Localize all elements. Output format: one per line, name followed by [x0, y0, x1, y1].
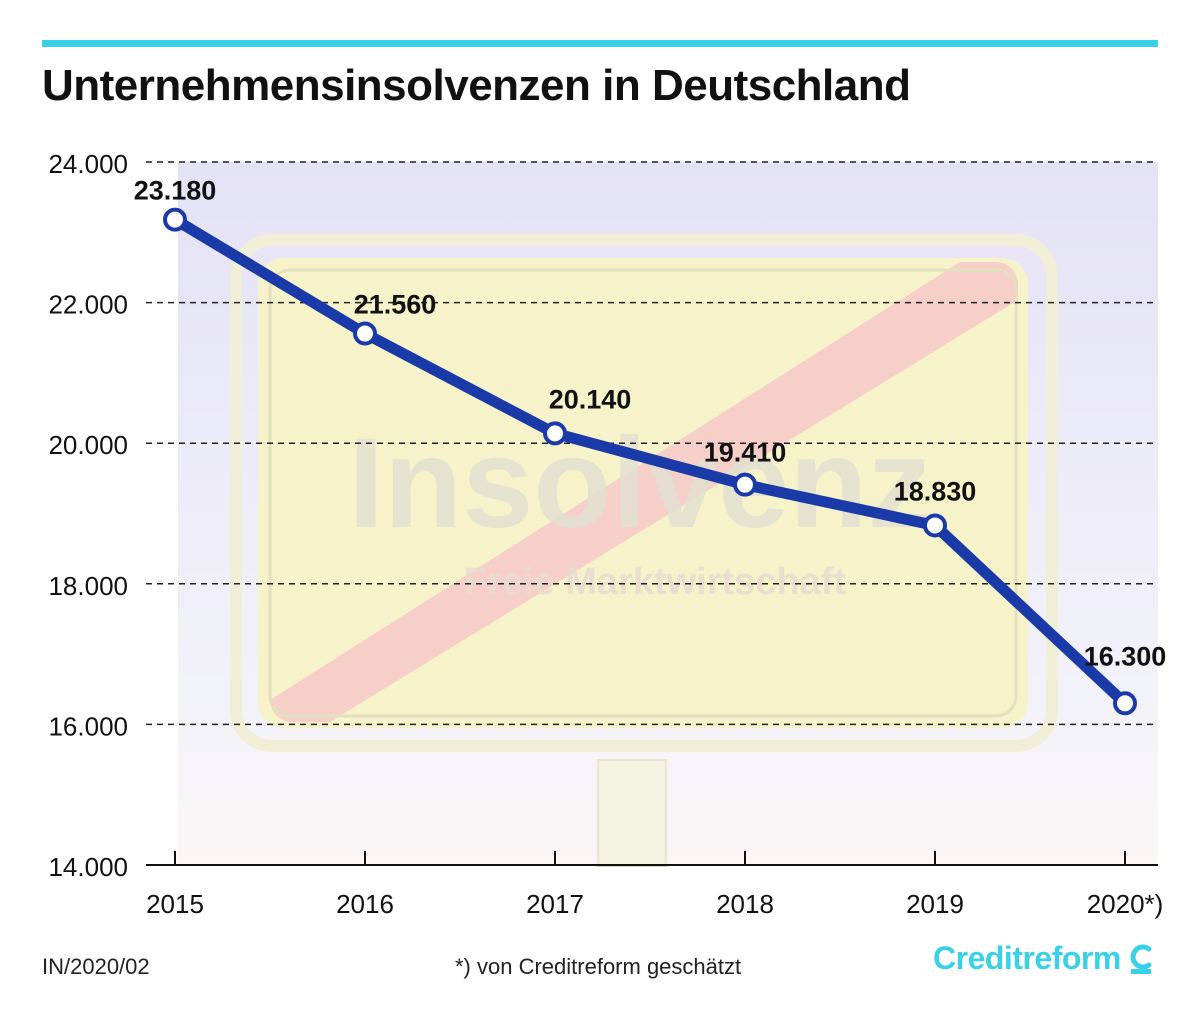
data-label: 18.830: [894, 476, 977, 506]
y-axis: 14.000 16.000 18.000 20.000 22.000 24.000: [48, 149, 128, 882]
y-tick-label: 24.000: [48, 149, 128, 179]
y-tick-label: 16.000: [48, 711, 128, 741]
y-tick-label: 14.000: [48, 852, 128, 882]
y-tick-label: 22.000: [48, 290, 128, 320]
data-point: [353, 321, 377, 346]
sign-text: Insolvenz: [348, 412, 931, 555]
data-label: 23.180: [134, 176, 217, 206]
data-label: 20.140: [549, 384, 632, 414]
brand-name: Creditreform: [933, 940, 1121, 976]
x-tick-label: 2016: [336, 889, 394, 919]
accent-line: [42, 40, 1158, 47]
background-image: Insolvenz Freie Marktwirtschaft: [178, 162, 1158, 867]
data-label: 19.410: [704, 438, 787, 468]
x-tick-label: 2020*): [1087, 889, 1164, 919]
x-tick-label: 2017: [526, 889, 584, 919]
chart-title: Unternehmensinsolvenzen in Deutschland: [42, 61, 911, 110]
x-tick-label: 2018: [716, 889, 774, 919]
brand-logo: Creditreform: [933, 940, 1153, 977]
data-label: 16.300: [1084, 641, 1167, 671]
data-point: [923, 513, 947, 538]
data-point: [163, 207, 187, 232]
data-point: [733, 472, 757, 497]
x-tick-label: 2019: [906, 889, 964, 919]
x-axis: 2015 2016 2017 2018 2019 2020*): [146, 851, 1163, 919]
footer-note: *) von Creditreform geschätzt: [455, 954, 742, 979]
data-point: [1113, 691, 1137, 716]
footer-code: IN/2020/02: [42, 954, 150, 979]
y-tick-label: 18.000: [48, 571, 128, 601]
series-line: [169, 214, 1131, 709]
data-label: 21.560: [354, 290, 437, 320]
sign-subtext: Freie Marktwirtschaft: [464, 561, 847, 603]
data-series: [163, 207, 1137, 716]
creditreform-logo-icon: [1130, 944, 1152, 974]
data-labels: 23.180 21.560 20.140 19.410 18.830 16.300: [134, 176, 1167, 672]
y-tick-label: 20.000: [48, 430, 128, 460]
x-tick-label: 2015: [146, 889, 204, 919]
data-point: [543, 421, 567, 446]
